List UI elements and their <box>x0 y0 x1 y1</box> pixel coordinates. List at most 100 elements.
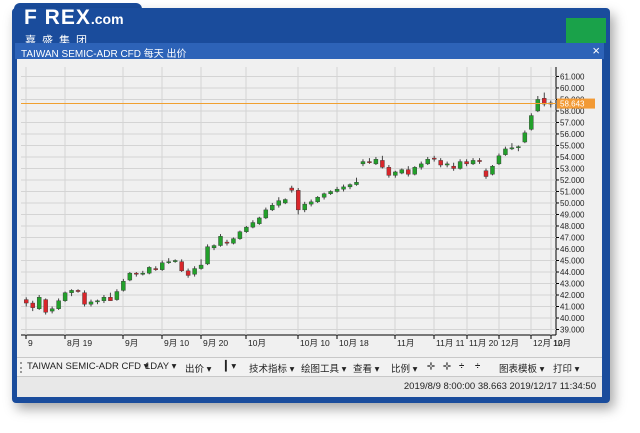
interval-selector[interactable]: 1DAY ▾ <box>145 361 177 372</box>
candle-body-down <box>75 290 81 292</box>
zoom-in-vertical-icon[interactable]: ÷ <box>459 361 465 372</box>
candle-body-down <box>296 190 301 211</box>
zoom-out-vertical-icon[interactable]: ÷ <box>475 361 481 372</box>
candle-body-down <box>82 292 87 305</box>
candle <box>373 156 379 166</box>
candle <box>457 159 463 170</box>
candle <box>367 158 372 164</box>
logo-suffix: .com <box>90 11 124 27</box>
candle-body-down <box>451 165 456 169</box>
candle-body-up <box>496 155 502 165</box>
y-tick-label: 57.000 <box>560 118 585 127</box>
candle-body-up <box>95 300 100 303</box>
y-tick-label: 42.000 <box>560 291 585 300</box>
candle-body-up <box>399 169 405 174</box>
candle <box>386 165 392 178</box>
x-tick-label: 12月 <box>501 338 519 348</box>
candle <box>49 306 55 314</box>
interval-label: 1DAY <box>145 361 169 372</box>
candle-body-up <box>457 161 463 169</box>
candle <box>24 297 29 307</box>
symbol-label: TAIWAN SEMIC-ADR CFD <box>27 361 141 372</box>
candle-body-down <box>289 187 294 191</box>
templates-menu[interactable]: 图表模板 ▾ <box>499 364 545 375</box>
print-menu[interactable]: 打印 ▾ <box>553 364 580 375</box>
candle-body-up <box>88 301 94 305</box>
candle <box>509 143 515 151</box>
candle-body-up <box>263 209 269 219</box>
indicators-menu[interactable]: 技术指标 ▾ <box>249 364 295 375</box>
candle <box>140 270 146 276</box>
candle <box>218 234 223 247</box>
candle-body-down <box>153 268 158 270</box>
candle <box>172 259 178 263</box>
symbol-selector[interactable]: TAIWAN SEMIC-ADR CFD ▾ <box>27 361 149 372</box>
candle-body-up <box>198 264 204 269</box>
candle <box>289 185 294 193</box>
candle <box>211 244 217 251</box>
candle-body-up <box>535 99 541 112</box>
x-tick-label: 10月 10 <box>300 338 330 348</box>
y-tick-label: 44.000 <box>560 268 585 277</box>
candle-body-down <box>43 299 48 313</box>
candle-body-up <box>276 200 281 206</box>
status-bar: 2019/8/9 8:00:00 38.663 2019/12/17 11:34… <box>17 376 602 397</box>
scale-menu[interactable]: 比例 ▾ <box>391 364 418 375</box>
candle-body-down <box>380 160 385 168</box>
candle <box>354 177 359 186</box>
candle-body-down <box>386 167 392 176</box>
candle-body-down <box>367 161 372 163</box>
candle <box>406 166 411 177</box>
candle <box>43 298 48 315</box>
candle-body-up <box>101 297 107 301</box>
candle <box>321 192 327 200</box>
candle-body-up <box>308 201 314 205</box>
y-tick-label: 60.000 <box>560 84 585 93</box>
candle-body-up <box>490 165 495 175</box>
candle <box>108 292 113 301</box>
drawing-tools-menu[interactable]: 绘图工具 ▾ <box>301 364 347 375</box>
candle-body-up <box>166 261 171 263</box>
toolbar-grip[interactable] <box>20 362 26 373</box>
chart-type-button[interactable]: ┃ ▾ <box>223 361 237 372</box>
candle <box>198 259 204 270</box>
candle-body-up <box>444 163 450 166</box>
scale-label: 比例 <box>391 364 411 375</box>
candle <box>134 271 139 277</box>
price-type-selector[interactable]: 出价 ▾ <box>185 364 212 375</box>
candle-body-down <box>24 299 29 304</box>
candle <box>166 258 171 264</box>
chart-toolbar: TAIWAN SEMIC-ADR CFD ▾ 1DAY ▾ 出价 ▾ ┃ ▾ 技… <box>17 357 602 376</box>
price-chart[interactable]: 61.00060.00059.00058.00057.00056.00055.0… <box>17 59 602 357</box>
view-menu[interactable]: 查看 ▾ <box>353 364 380 375</box>
templates-label: 图表模板 <box>499 364 538 375</box>
candle <box>328 190 333 195</box>
zoom-out-horizontal-icon[interactable]: ⊹ <box>443 361 451 372</box>
close-icon[interactable]: × <box>592 43 600 58</box>
candle <box>496 153 502 166</box>
candle <box>451 162 456 171</box>
y-tick-label: 50.000 <box>560 199 585 208</box>
candle-body-up <box>211 245 217 249</box>
candle-body-down <box>179 261 184 272</box>
x-tick-label: 11月 11 <box>436 338 465 348</box>
y-tick-label: 49.000 <box>560 210 585 219</box>
candle <box>127 271 133 282</box>
candle <box>490 165 495 176</box>
candle <box>36 294 42 310</box>
y-tick-label: 39.000 <box>560 325 585 334</box>
candle <box>334 186 340 193</box>
candle <box>185 268 191 278</box>
y-tick-label: 56.000 <box>560 130 585 139</box>
zoom-in-horizontal-icon[interactable]: ⊹ <box>427 361 435 372</box>
y-tick-label: 45.000 <box>560 256 585 265</box>
x-tick-label: 12月 <box>553 338 571 348</box>
candle-body-up <box>529 115 534 130</box>
candle <box>250 220 256 229</box>
candle-body-up <box>127 272 133 281</box>
x-tick-label: 10月 18 <box>339 338 369 348</box>
candle <box>477 158 482 164</box>
candle <box>192 266 197 277</box>
candle <box>399 168 405 175</box>
window-titlebar[interactable]: TAIWAN SEMIC-ADR CFD 每天 出价 × <box>15 43 604 60</box>
